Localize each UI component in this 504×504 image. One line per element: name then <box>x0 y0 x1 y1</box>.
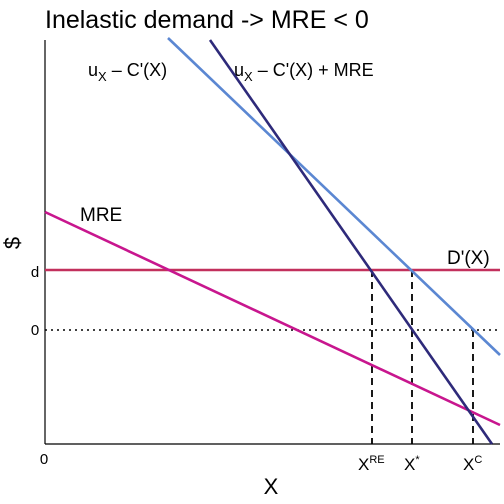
diagram-title: Inelastic demand -> MRE < 0 <box>45 6 369 34</box>
origin-label: 0 <box>40 451 48 468</box>
label-mre: MRE <box>80 205 122 226</box>
label-demand: D'(X) <box>447 248 490 269</box>
y-tick-zero: 0 <box>31 322 39 339</box>
y-axis-symbol: $ <box>0 237 25 249</box>
mre-line <box>44 210 501 427</box>
ux-minus-marginal-cost-line <box>167 37 501 356</box>
x-tick-xstar: X* <box>404 454 420 474</box>
label-ux-minus-marginal-cost: uX – C'(X) <box>88 60 167 84</box>
x-tick-xre: XRE <box>358 454 385 474</box>
x-tick-xc: XC <box>463 454 482 474</box>
y-tick-d: d <box>31 264 39 281</box>
ux-minus-marginal-cost-plus-mre-line <box>208 39 494 445</box>
x-axis-symbol: X <box>264 474 279 499</box>
label-ux-minus-marginal-cost-plus-mre: uX – C'(X) + MRE <box>234 60 374 84</box>
